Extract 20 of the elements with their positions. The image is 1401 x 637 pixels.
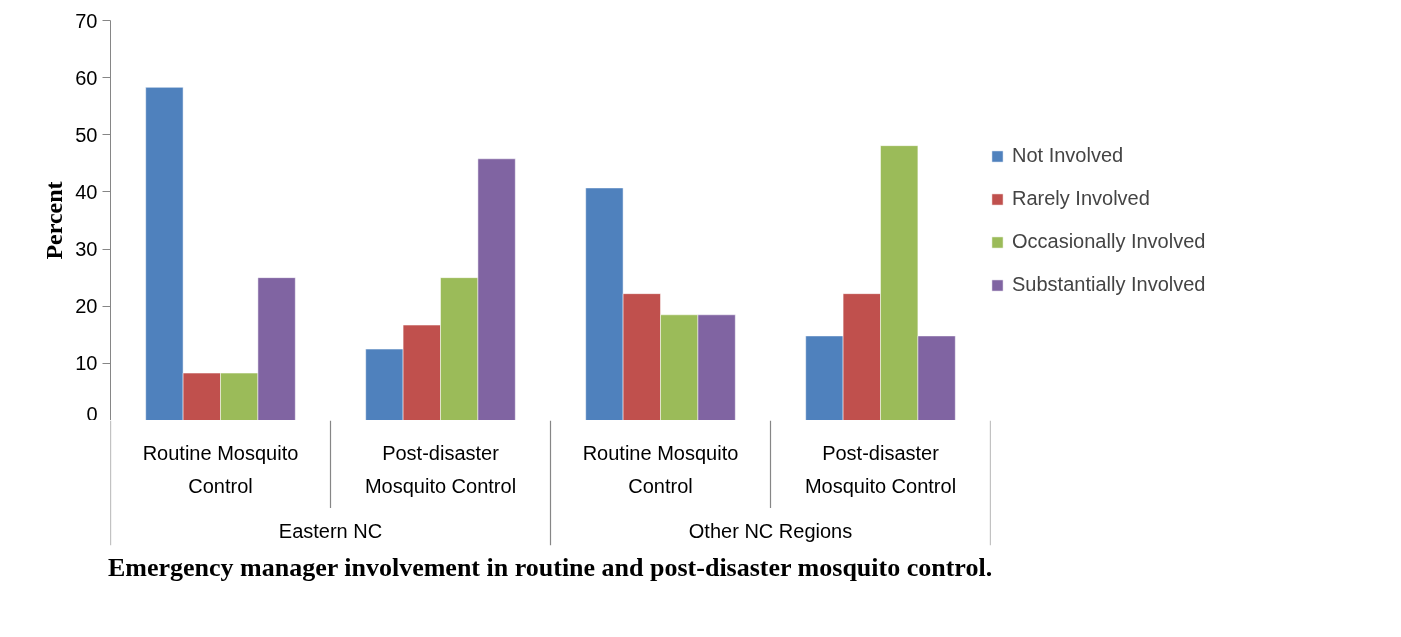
y-tick-label: 20 (75, 295, 98, 318)
y-tick-label: 60 (75, 66, 98, 89)
y-tick-label: 0 (86, 402, 98, 425)
x-tick-label: Post-disaster Mosquito Control (364, 441, 517, 497)
legend-label: Substantially Involved (1012, 273, 1206, 296)
x-tick-label: Routine Mosquito Control (142, 441, 299, 497)
y-tick-label: 50 (75, 123, 98, 146)
y-axis-title: Percent (41, 181, 68, 260)
x-tick-label: Routine Mosquito Control (582, 441, 739, 497)
text: Emergency manager involvement in routine and post-disaster mosquito control. (107, 552, 993, 582)
y-tick-label: 30 (75, 238, 98, 261)
x-tick-label: Post-disaster Mosquito Control (804, 441, 957, 497)
text: Eastern NC (278, 519, 383, 542)
legend-label: Occasionally Involved (1012, 230, 1206, 253)
y-tick-label: 10 (75, 352, 98, 375)
legend-label: Not Involved (1012, 144, 1124, 167)
legend-label: Rarely Involved (1012, 187, 1150, 210)
y-tick-label: 70 (75, 9, 98, 32)
y-tick-label: 40 (75, 180, 98, 203)
text: Other NC Regions (688, 519, 853, 542)
